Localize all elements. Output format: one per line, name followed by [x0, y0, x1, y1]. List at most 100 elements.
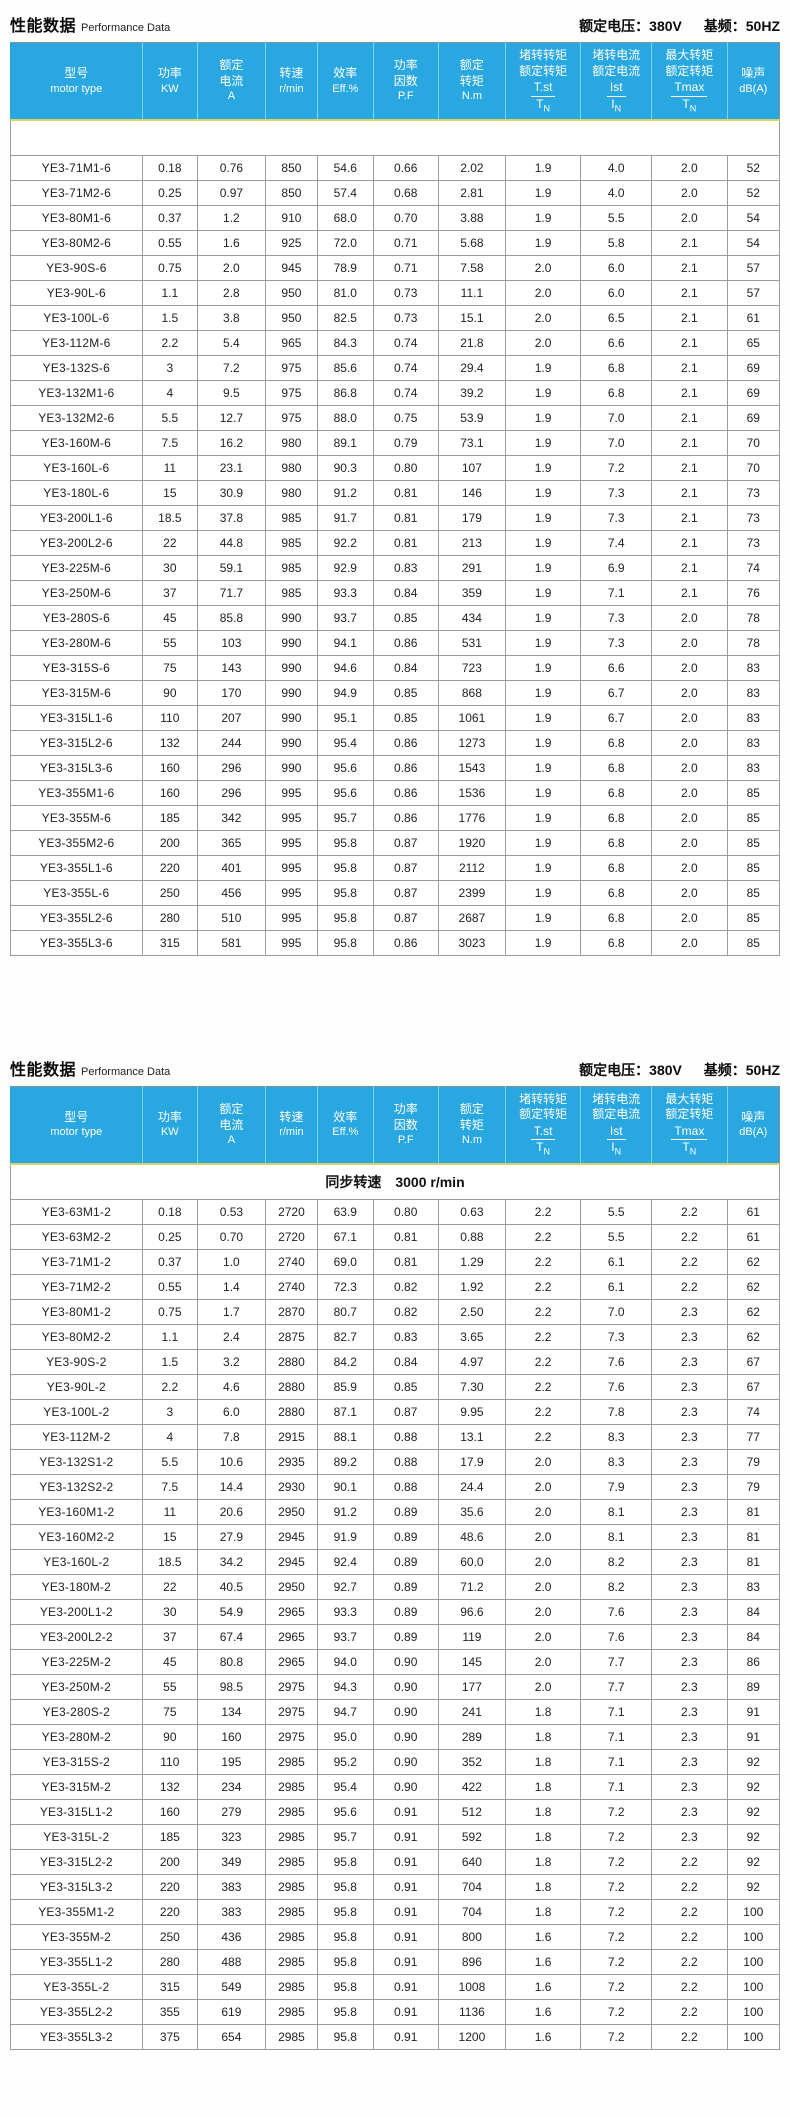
cell-eff: 91.7 — [317, 504, 374, 531]
cell-current: 488 — [197, 1948, 266, 1975]
cell-pf: 0.90 — [372, 1673, 439, 1700]
cell-ist: 6.8 — [580, 379, 653, 406]
cell-tmax: 2.3 — [651, 1423, 728, 1450]
cell-speed: 2720 — [264, 1198, 319, 1225]
cell-model: YE3-280M-2 — [10, 1723, 143, 1750]
cell-current: 365 — [197, 829, 266, 856]
sync-speed-row — [10, 118, 780, 156]
column-header-pf: 功率 因数 P.F — [372, 42, 439, 121]
table-row: YE3-90S-2 1.5 3.2 2880 84.2 0.84 4.97 2.2 7.6 2.3… — [10, 1348, 781, 1375]
cell-ist: 7.3 — [580, 1323, 653, 1350]
cell-current: 37.8 — [197, 504, 266, 531]
cell-power: 280 — [141, 904, 199, 931]
cell-ist: 7.2 — [580, 1923, 653, 1950]
cell-model: YE3-132S-6 — [10, 354, 143, 381]
cell-noise: 67 — [726, 1373, 781, 1400]
cell-tmax: 2.3 — [651, 1348, 728, 1375]
cell-model: YE3-355L1-6 — [10, 854, 143, 881]
cell-current: 342 — [197, 804, 266, 831]
table-row: YE3-315L1-6 110 207 990 95.1 0.85 1061 1.9 6.7 2.… — [10, 704, 781, 731]
table-row: YE3-315S-6 75 143 990 94.6 0.84 723 1.9 6.6 2.0 83 — [10, 654, 781, 681]
cell-ist: 8.3 — [580, 1448, 653, 1475]
cell-pf: 0.70 — [372, 204, 439, 231]
cell-eff: 78.9 — [317, 254, 374, 281]
cell-pf: 0.91 — [372, 1998, 439, 2025]
cell-ist: 7.6 — [580, 1348, 653, 1375]
cell-tst: 2.0 — [504, 1648, 582, 1675]
cell-model: YE3-355L-2 — [10, 1973, 143, 2000]
cell-model: YE3-180L-6 — [10, 479, 143, 506]
rating-specs: 额定电压：380V 基频：50HZ — [579, 16, 780, 36]
ratio-symbol-tmax: Tmax TN — [671, 80, 708, 114]
rated-voltage-label: 额定电压：380V — [579, 1061, 682, 1078]
cell-model: YE3-280M-6 — [10, 629, 143, 656]
cell-power: 11 — [141, 1498, 199, 1525]
cell-current: 1.0 — [197, 1248, 266, 1275]
cell-ist: 7.0 — [580, 1298, 653, 1325]
cell-ist: 6.5 — [580, 304, 653, 331]
cell-model: YE3-80M1-2 — [10, 1298, 143, 1325]
cell-power: 37 — [141, 579, 199, 606]
cell-model: YE3-71M2-2 — [10, 1273, 143, 1300]
cell-tst: 2.2 — [504, 1423, 582, 1450]
table-row: YE3-90L-2 2.2 4.6 2880 85.9 0.85 7.30 2.2 7.6 2.3… — [10, 1373, 781, 1400]
cell-tst: 1.9 — [504, 629, 582, 656]
cell-current: 6.0 — [197, 1398, 266, 1425]
cell-pf: 0.87 — [372, 904, 439, 931]
cell-speed: 2975 — [264, 1723, 319, 1750]
cell-pf: 0.86 — [372, 629, 439, 656]
table-row: YE3-80M1-2 0.75 1.7 2870 80.7 0.82 2.50 2.2 7.0 2… — [10, 1298, 781, 1325]
cell-speed: 2875 — [264, 1323, 319, 1350]
cell-current: 207 — [197, 704, 266, 731]
cell-tmax: 2.2 — [651, 1948, 728, 1975]
cell-eff: 91.9 — [317, 1523, 374, 1550]
cell-power: 0.75 — [141, 1298, 199, 1325]
cell-pf: 0.87 — [372, 854, 439, 881]
cell-torque: 73.1 — [437, 429, 506, 456]
sync-speed-label: 同步转速 3000 r/min — [10, 1162, 780, 1200]
cell-noise: 92 — [726, 1798, 781, 1825]
cell-power: 375 — [141, 2023, 199, 2050]
cell-tst: 1.9 — [504, 779, 582, 806]
table-row: YE3-355M-2 250 436 2985 95.8 0.91 800 1.6 7.2 2.2… — [10, 1923, 781, 1950]
column-header-eff: 效率 Eff.% — [317, 42, 373, 121]
cell-model: YE3-355M-2 — [10, 1923, 143, 1950]
table-row: YE3-112M-2 4 7.8 2915 88.1 0.88 13.1 2.2 8.3 2.3 7… — [10, 1423, 781, 1450]
cell-speed: 2880 — [264, 1373, 319, 1400]
cell-current: 323 — [197, 1823, 266, 1850]
cell-ist: 6.8 — [580, 904, 653, 931]
cell-pf: 0.71 — [372, 254, 439, 281]
cell-power: 160 — [141, 754, 199, 781]
cell-noise: 100 — [726, 1998, 781, 2025]
cell-speed: 990 — [264, 654, 319, 681]
cell-speed: 2985 — [264, 1973, 319, 2000]
table-row: YE3-355L1-2 280 488 2985 95.8 0.91 896 1.6 7.2 2.… — [10, 1948, 781, 1975]
cell-torque: 24.4 — [437, 1473, 506, 1500]
cell-tmax: 2.2 — [651, 2023, 728, 2050]
cell-noise: 52 — [726, 179, 781, 206]
cell-noise: 69 — [726, 404, 781, 431]
cell-pf: 0.79 — [372, 429, 439, 456]
cell-pf: 0.89 — [372, 1548, 439, 1575]
cell-speed: 2985 — [264, 1898, 319, 1925]
cell-ist: 6.7 — [580, 679, 653, 706]
cell-current: 170 — [197, 679, 266, 706]
cell-eff: 93.3 — [317, 1598, 374, 1625]
cell-ist: 7.2 — [580, 454, 653, 481]
cell-tst: 2.0 — [504, 1673, 582, 1700]
cell-eff: 84.2 — [317, 1348, 374, 1375]
cell-speed: 995 — [264, 929, 319, 956]
cell-current: 34.2 — [197, 1548, 266, 1575]
cell-torque: 352 — [437, 1748, 506, 1775]
cell-tmax: 2.0 — [651, 904, 728, 931]
table-row: YE3-132M1-6 4 9.5 975 86.8 0.74 39.2 1.9 6.8 2.1 6… — [10, 379, 781, 406]
cell-torque: 29.4 — [437, 354, 506, 381]
column-header-current: 额定 电流 A — [197, 1086, 266, 1165]
cell-model: YE3-90L-2 — [10, 1373, 143, 1400]
cell-ist: 6.8 — [580, 754, 653, 781]
cell-torque: 2112 — [437, 854, 506, 881]
cell-model: YE3-200L1-6 — [10, 504, 143, 531]
cell-speed: 990 — [264, 754, 319, 781]
cell-torque: 4.97 — [437, 1348, 506, 1375]
